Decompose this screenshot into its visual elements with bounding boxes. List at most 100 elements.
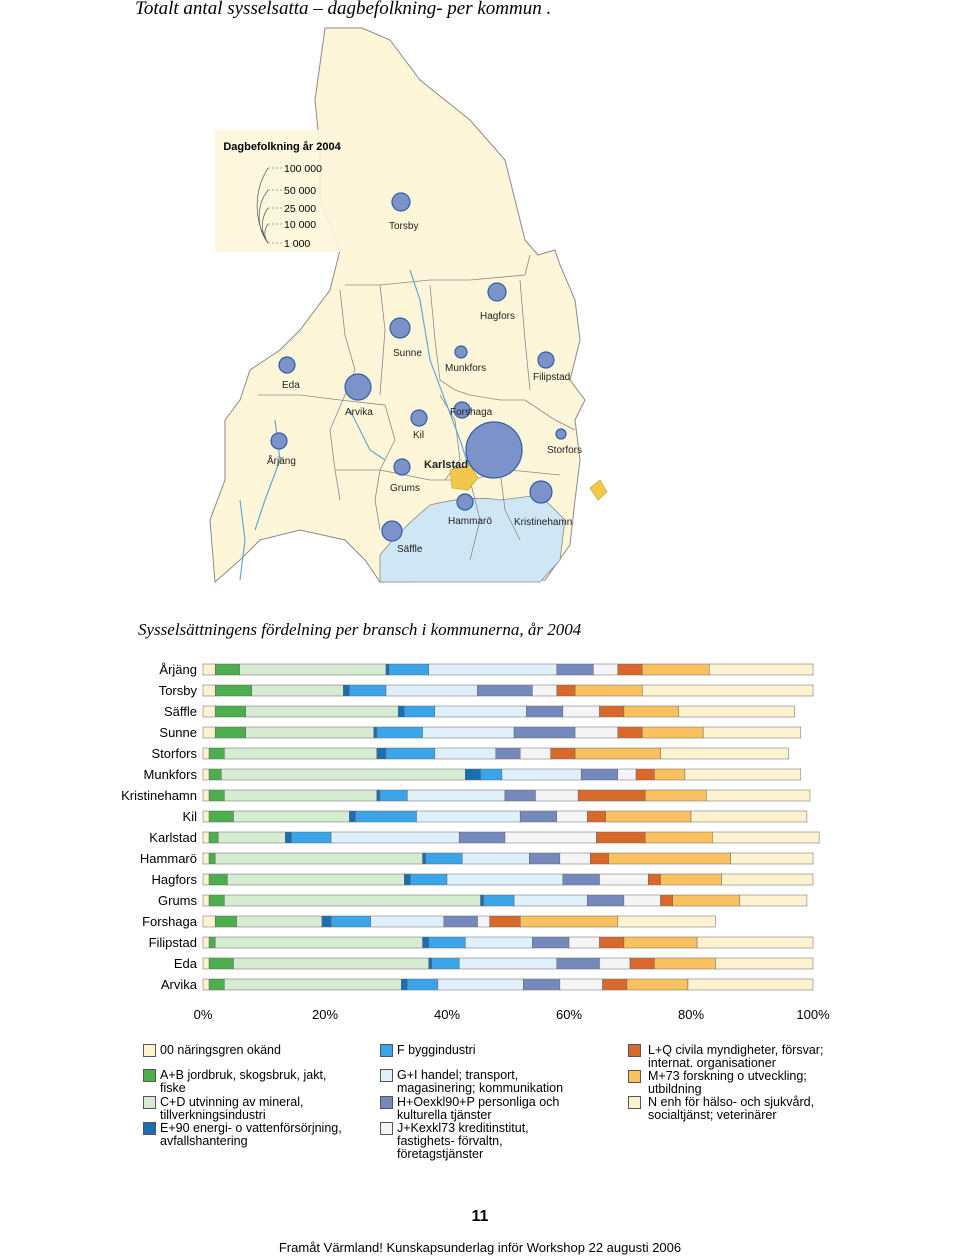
- circle-eda: [278, 356, 296, 374]
- bar-segment: [373, 726, 378, 739]
- bar-segment: [227, 873, 405, 886]
- bar-segment: [709, 663, 814, 676]
- legend-value-50000: 50 000: [284, 185, 316, 197]
- bar-segment: [574, 726, 619, 739]
- bar-segment: [401, 978, 408, 991]
- bar-segment: [608, 852, 731, 865]
- category-label: Sunne: [159, 725, 197, 740]
- bar-segment: [422, 936, 429, 949]
- legend-swatch-cd: [143, 1096, 156, 1109]
- bar-segment: [660, 894, 673, 907]
- bar-segment: [483, 894, 515, 907]
- bar-segment: [428, 663, 558, 676]
- bar-segment: [660, 747, 789, 760]
- bar-segment: [504, 789, 536, 802]
- category-label: Kristinehamn: [121, 788, 197, 803]
- legend-value-25000: 25 000: [284, 203, 316, 215]
- bar-segment: [208, 831, 219, 844]
- bar-segment: [214, 852, 423, 865]
- bar-segment: [385, 747, 436, 760]
- legend-label-ab: A+B jordbruk, skogsbruk, jakt, fiske: [160, 1068, 327, 1095]
- label-torsby: Torsby: [389, 221, 418, 232]
- bar-segment: [654, 957, 716, 970]
- bar-segment: [202, 768, 210, 781]
- x-tick-label: 100%: [796, 1007, 830, 1022]
- x-tick-label: 0%: [194, 1007, 213, 1022]
- circle-arvika: [344, 373, 372, 401]
- bar-segment: [233, 810, 350, 823]
- bar-segment: [376, 789, 381, 802]
- bar-segment: [214, 726, 246, 739]
- x-tick-label: 80%: [678, 1007, 704, 1022]
- category-label: Filipstad: [149, 935, 197, 950]
- bar-segment: [480, 894, 484, 907]
- bar-segment: [617, 915, 716, 928]
- bar-segment: [599, 705, 625, 718]
- bar-segment: [224, 789, 378, 802]
- legend-swatch-00: [143, 1044, 156, 1057]
- bar-segment: [330, 831, 460, 844]
- circle-hammaro: [456, 493, 474, 511]
- bar-segment: [477, 915, 490, 928]
- circle-sunne: [389, 317, 411, 339]
- circle-kil: [410, 409, 428, 427]
- legend-label-jk: J+Kexkl73 kreditinstitut, fastighets- fö…: [397, 1121, 529, 1161]
- bar-segment: [641, 663, 710, 676]
- bar-segment: [224, 894, 481, 907]
- bar-segment: [580, 768, 619, 781]
- page-top-title: Totalt antal sysselsatta – dagbefolkning…: [135, 0, 552, 19]
- bar-segment: [559, 852, 591, 865]
- bar-segment: [446, 873, 564, 886]
- bar-segment: [214, 705, 246, 718]
- legend-label-e90: E+90 energi- o vattenförsörjning, avfall…: [160, 1121, 342, 1148]
- bar-segment: [437, 978, 524, 991]
- bar-segment: [678, 705, 795, 718]
- bar-segment: [431, 957, 460, 970]
- bar-segment: [376, 747, 387, 760]
- municipality-map: Dagbefolkning år 2004 100 000 50 000 25 …: [209, 27, 608, 584]
- bar-segment: [443, 915, 478, 928]
- bar-segment: [422, 726, 515, 739]
- bar-segment: [641, 726, 704, 739]
- bar-segment: [489, 915, 521, 928]
- bar-segment: [349, 810, 356, 823]
- bar-segment: [645, 789, 707, 802]
- bar-segment: [349, 684, 387, 697]
- bar-segment: [645, 831, 713, 844]
- bar-segment: [623, 936, 698, 949]
- map-legend: Dagbefolkning år 2004 100 000 50 000 25 …: [215, 130, 347, 252]
- circle-grums: [393, 458, 411, 476]
- bar-segment: [239, 663, 387, 676]
- bar-segment: [519, 747, 551, 760]
- category-label: Årjäng: [159, 662, 197, 677]
- bar-segment: [388, 663, 429, 676]
- bar-segment: [245, 726, 375, 739]
- bar-segment: [596, 831, 646, 844]
- bar-segment: [245, 705, 399, 718]
- legend-label-lq: L+Q civila myndigheter, försvar; interna…: [648, 1043, 824, 1070]
- bar-segment: [202, 810, 210, 823]
- map-legend-title: Dagbefolkning år 2004: [223, 141, 341, 153]
- bar-segment: [513, 894, 588, 907]
- bar-segment: [202, 894, 210, 907]
- label-arjang: Årjäng: [267, 454, 296, 467]
- bar-segment: [715, 957, 814, 970]
- circle-kristinehamn: [529, 480, 553, 504]
- bar-segment: [702, 726, 802, 739]
- bar-segment: [535, 789, 579, 802]
- legend-swatch-ab: [143, 1069, 156, 1082]
- bar-segment: [687, 978, 814, 991]
- bar-segment: [629, 957, 655, 970]
- bar-segment: [208, 957, 234, 970]
- bar-segment: [291, 831, 332, 844]
- bar-segment: [599, 957, 631, 970]
- bar-segment: [370, 915, 445, 928]
- bar-segment: [706, 789, 811, 802]
- bar-segment: [208, 810, 234, 823]
- bar-segment: [385, 663, 390, 676]
- bar-segment: [556, 663, 594, 676]
- bar-segment: [587, 810, 606, 823]
- bar-segment: [428, 936, 466, 949]
- bar-segment: [233, 957, 429, 970]
- bar-segment: [202, 873, 210, 886]
